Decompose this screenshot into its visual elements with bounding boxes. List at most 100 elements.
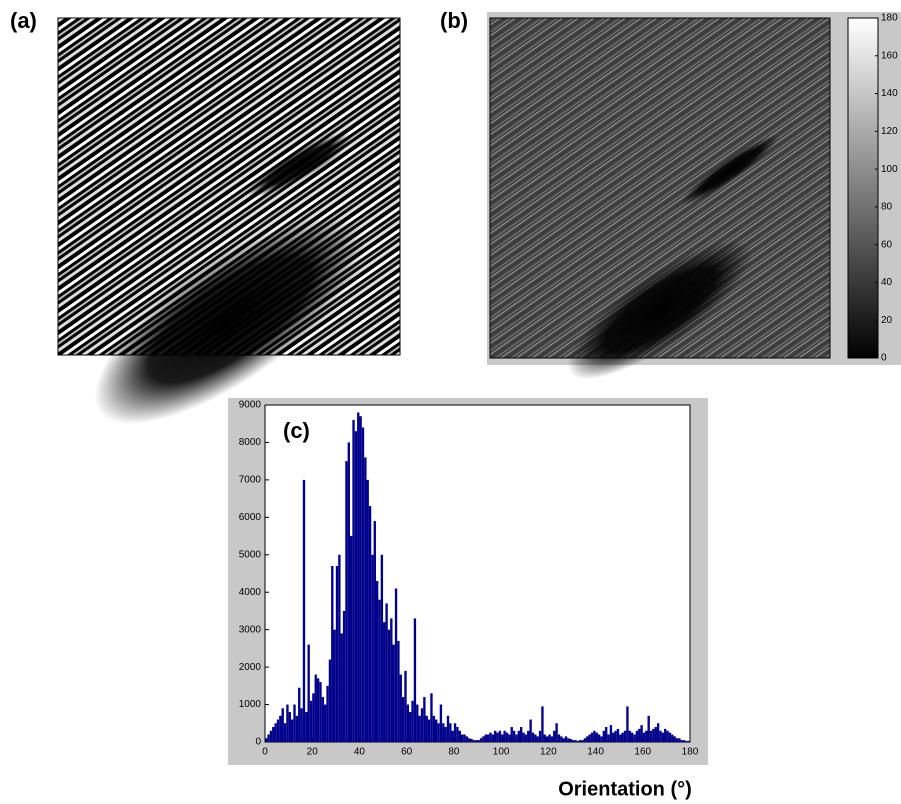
bar xyxy=(638,728,641,742)
bar xyxy=(286,704,289,742)
bar xyxy=(399,674,402,742)
bar xyxy=(520,727,523,742)
bar xyxy=(352,419,355,742)
colorbar-tick-label: 140 xyxy=(881,88,898,99)
bar xyxy=(458,730,461,742)
bar xyxy=(283,723,287,742)
bar xyxy=(590,732,594,742)
bar xyxy=(335,566,339,742)
y-tick-label: 3000 xyxy=(239,624,262,635)
bar xyxy=(571,740,575,742)
x-tick-label: 160 xyxy=(634,747,651,758)
bar xyxy=(470,739,473,742)
bar xyxy=(276,719,280,742)
bar xyxy=(588,734,591,742)
bar xyxy=(324,704,327,742)
bar xyxy=(550,736,554,742)
bar xyxy=(529,719,532,742)
bar xyxy=(272,727,275,742)
bar xyxy=(378,599,381,742)
bar xyxy=(366,479,369,742)
x-axis-label: Orientation (°) xyxy=(558,778,692,800)
bar xyxy=(621,732,624,742)
bar xyxy=(397,640,400,742)
bar xyxy=(586,736,589,742)
bar xyxy=(680,740,683,742)
bar xyxy=(394,588,398,742)
bar xyxy=(545,736,549,742)
bar xyxy=(401,697,405,742)
y-tick-label: 6000 xyxy=(239,512,262,523)
image-b xyxy=(489,17,831,380)
bar xyxy=(437,723,440,742)
bar xyxy=(619,734,622,742)
y-tick-label: 1000 xyxy=(239,699,262,710)
bar xyxy=(305,712,308,742)
bar xyxy=(380,554,384,742)
bar xyxy=(435,719,438,742)
bar xyxy=(350,536,353,742)
bar xyxy=(531,732,535,742)
colorbar-tick-label: 180 xyxy=(881,13,898,24)
bar xyxy=(581,740,584,742)
bar xyxy=(685,740,688,742)
bar xyxy=(583,738,587,742)
bar xyxy=(427,719,431,742)
bar xyxy=(420,708,424,742)
bar xyxy=(449,723,452,742)
bar xyxy=(675,738,679,742)
y-tick-label: 0 xyxy=(255,737,261,748)
x-tick-label: 0 xyxy=(262,747,268,758)
bar xyxy=(298,687,301,742)
bar xyxy=(555,723,558,742)
y-tick-label: 8000 xyxy=(239,437,262,448)
bar xyxy=(605,727,608,742)
bar xyxy=(508,734,511,742)
bar xyxy=(345,461,348,742)
x-tick-label: 180 xyxy=(682,747,699,758)
colorbar-tick-label: 100 xyxy=(881,164,898,175)
bar xyxy=(333,629,336,742)
bar xyxy=(482,736,485,742)
x-tick-label: 60 xyxy=(401,747,413,758)
bar xyxy=(477,740,480,742)
bar xyxy=(302,479,306,742)
bar xyxy=(522,732,525,742)
bar xyxy=(498,730,502,742)
bar xyxy=(579,740,582,742)
bar xyxy=(295,715,299,742)
bar xyxy=(682,740,686,742)
bar xyxy=(328,659,332,742)
bar xyxy=(503,730,506,742)
bar xyxy=(600,736,603,742)
bar xyxy=(609,725,613,742)
bar xyxy=(567,738,570,742)
bar xyxy=(671,734,674,742)
bar xyxy=(423,697,426,742)
bar xyxy=(668,732,672,742)
bar xyxy=(387,629,391,742)
bar xyxy=(314,674,317,742)
y-tick-label: 2000 xyxy=(239,662,262,673)
colorbar-tick-label: 40 xyxy=(881,277,893,288)
colorbar-tick-label: 80 xyxy=(881,202,893,213)
bar xyxy=(375,580,379,742)
bar xyxy=(265,738,268,742)
bar xyxy=(460,734,464,742)
bar xyxy=(451,730,454,742)
bar xyxy=(368,506,372,742)
bar xyxy=(390,618,393,742)
image-a xyxy=(57,17,401,425)
bar xyxy=(614,730,617,742)
bar xyxy=(463,734,466,742)
bar xyxy=(340,633,343,742)
bar xyxy=(338,554,341,742)
bar xyxy=(357,412,360,742)
bar xyxy=(479,738,483,742)
y-tick-label: 9000 xyxy=(239,400,262,411)
bar xyxy=(595,732,598,742)
panel-label: (a) xyxy=(10,8,37,33)
bar xyxy=(342,610,346,742)
bar xyxy=(392,644,395,742)
x-tick-label: 100 xyxy=(493,747,510,758)
